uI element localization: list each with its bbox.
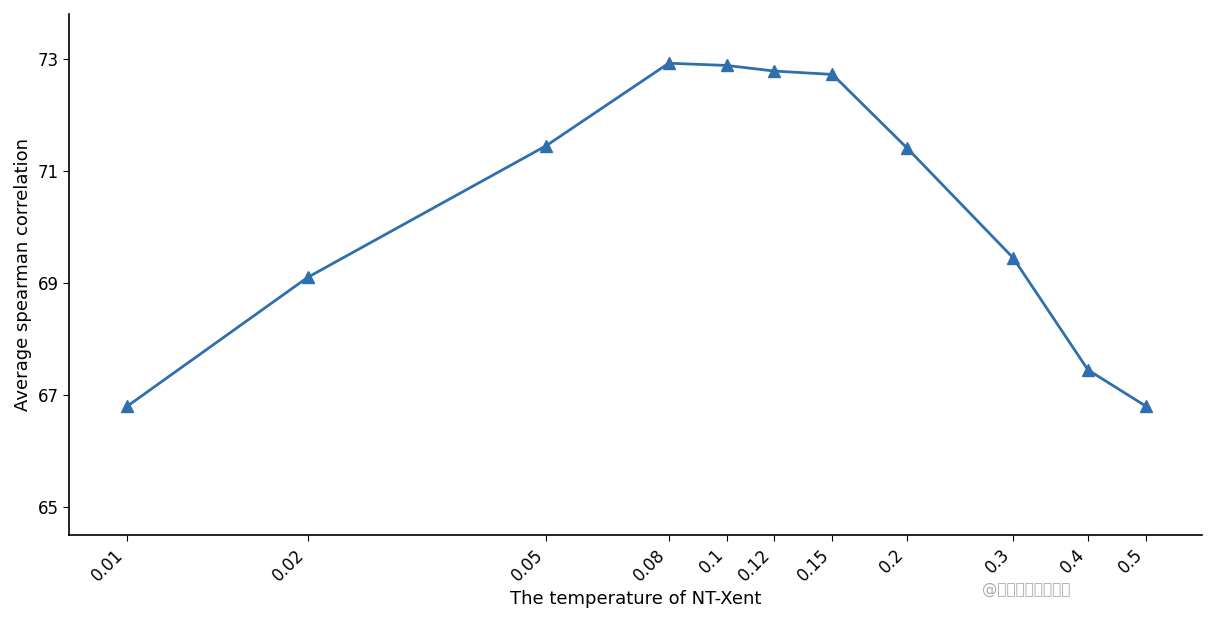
X-axis label: The temperature of NT-Xent: The temperature of NT-Xent	[510, 590, 761, 608]
Text: @稀土掘金技术社区: @稀土掘金技术社区	[981, 582, 1070, 597]
Y-axis label: Average spearman correlation: Average spearman correlation	[13, 138, 32, 411]
